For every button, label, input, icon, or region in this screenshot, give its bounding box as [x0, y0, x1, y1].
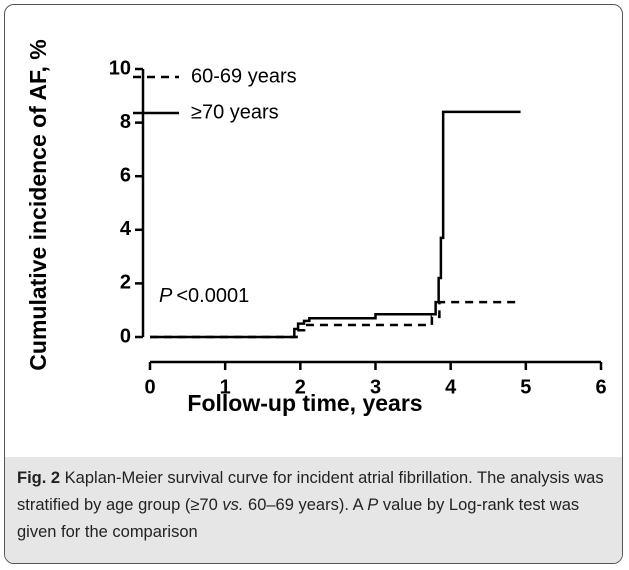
y-tick-label: 2 — [120, 272, 131, 294]
caption-text: value by Log-rank test was given for the… — [17, 496, 580, 541]
chart: Follow-up time, years Cumulative inciden… — [25, 39, 606, 416]
x-tick-label: 6 — [595, 376, 606, 398]
x-tick-label: 2 — [295, 376, 306, 398]
y-tick-label: 8 — [120, 111, 131, 133]
caption-label: Fig. 2 — [17, 469, 61, 487]
x-tick-label: 3 — [370, 376, 381, 398]
y-tick-label: 4 — [120, 218, 132, 240]
caption-text: 60–69 years). A — [243, 496, 368, 514]
x-tick-label: 5 — [520, 376, 531, 398]
legend-label: 60-69 years — [191, 65, 297, 87]
y-axis-title: Cumulative incidence of AF, % — [25, 39, 51, 370]
figure: Follow-up time, years Cumulative inciden… — [4, 4, 623, 564]
caption: Fig. 2 Kaplan-Meier survival curve for i… — [5, 457, 622, 563]
annotation: P <0.0001 — [159, 285, 249, 307]
y-tick-label: 10 — [109, 57, 131, 79]
annotation-value: <0.0001 — [176, 285, 249, 307]
y-tick-label: 0 — [120, 325, 131, 347]
x-tick-label: 4 — [445, 376, 457, 398]
annotation-p: P — [159, 285, 173, 307]
caption-text: vs. — [222, 496, 244, 514]
series-line — [150, 300, 521, 339]
caption-text: P — [367, 496, 379, 514]
caption-text: Kaplan-Meier survival curve for incident… — [17, 469, 604, 514]
y-tick-label: 6 — [120, 164, 131, 186]
series-line — [150, 110, 521, 339]
x-tick-label: 1 — [220, 376, 231, 398]
x-axis-title: Follow-up time, years — [187, 390, 422, 416]
legend-label: ≥70 years — [191, 101, 279, 123]
x-tick-label: 0 — [144, 376, 155, 398]
